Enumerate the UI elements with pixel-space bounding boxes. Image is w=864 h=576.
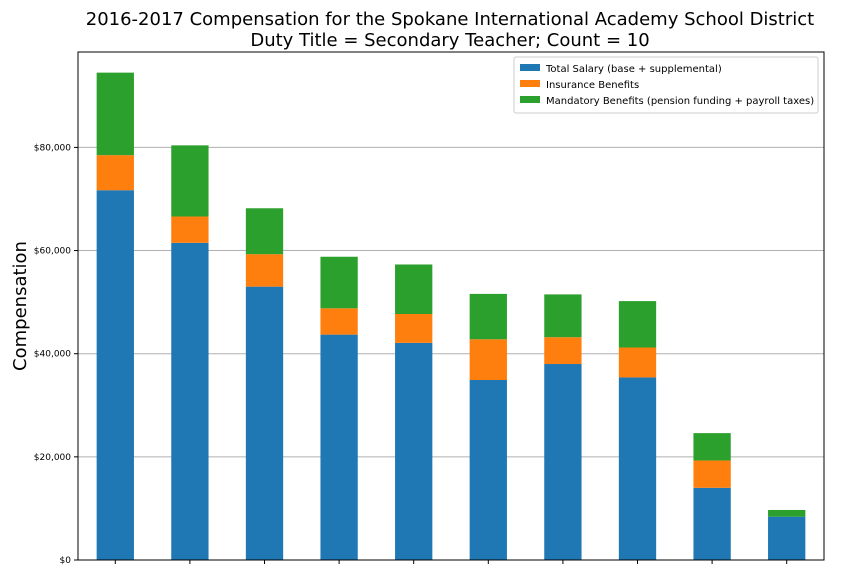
bar-segment-series-1 xyxy=(96,190,134,560)
y-axis-label: Compensation xyxy=(10,241,31,371)
bar-segment-series-2 xyxy=(320,308,358,335)
chart-title-line-2: Duty Title = Secondary Teacher; Count = … xyxy=(250,30,649,51)
y-tick-label: $0 xyxy=(60,556,72,566)
bar-segment-series-3 xyxy=(618,301,657,348)
bar-segment-series-2 xyxy=(544,337,582,365)
legend-entry-label: Mandatory Benefits (pension funding + pa… xyxy=(546,96,814,107)
bar-segment-series-3 xyxy=(544,294,582,338)
bar-segment-series-1 xyxy=(320,334,358,560)
bar-segment-series-3 xyxy=(171,145,209,217)
axis-ticks: $0 $20,000 $40,000 $60,000 $80,000 xyxy=(34,143,788,566)
legend-swatch xyxy=(520,64,540,71)
bar-segment-series-3 xyxy=(469,293,507,340)
legend: Total Salary (base + supplemental) Insura… xyxy=(513,56,819,114)
bar-segment-series-1 xyxy=(544,364,582,560)
bar-segment-series-2 xyxy=(245,254,284,287)
bar-segment-series-1 xyxy=(693,487,731,560)
y-tick-label: $80,000 xyxy=(34,143,71,153)
bar-segment-series-1 xyxy=(768,516,806,560)
bar-segment-series-3 xyxy=(245,208,284,255)
bar-segment-series-1 xyxy=(618,377,657,560)
bar-segment-series-2 xyxy=(693,460,731,488)
y-tick-label: $40,000 xyxy=(34,350,71,360)
bar-segment-series-1 xyxy=(171,242,209,561)
bar-segment-series-1 xyxy=(395,342,433,560)
legend-box xyxy=(513,56,819,114)
bars xyxy=(96,72,806,561)
bar-segment-series-1 xyxy=(469,380,507,560)
bar-segment-series-3 xyxy=(96,72,134,156)
bar-segment-series-2 xyxy=(618,347,657,378)
legend-entry-label: Insurance Benefits xyxy=(546,80,639,91)
legend-swatch xyxy=(520,80,540,87)
bar-segment-series-2 xyxy=(171,216,209,243)
bar-segment-series-3 xyxy=(768,509,806,517)
bar-segment-series-3 xyxy=(320,256,358,309)
y-tick-label: $20,000 xyxy=(34,453,71,463)
bar-segment-series-2 xyxy=(395,313,433,343)
chart-title-line-1: 2016-2017 Compensation for the Spokane I… xyxy=(86,9,814,30)
legend-swatch xyxy=(520,96,540,103)
bar-segment-series-3 xyxy=(693,433,731,461)
legend-entry-label: Total Salary (base + supplemental) xyxy=(545,64,722,75)
bar-segment-series-3 xyxy=(395,264,433,314)
bar-segment-series-2 xyxy=(469,339,507,381)
bar-segment-series-1 xyxy=(245,286,284,560)
y-tick-label: $60,000 xyxy=(34,247,71,257)
bar-segment-series-2 xyxy=(96,155,134,191)
plot-area-frame xyxy=(77,51,825,561)
